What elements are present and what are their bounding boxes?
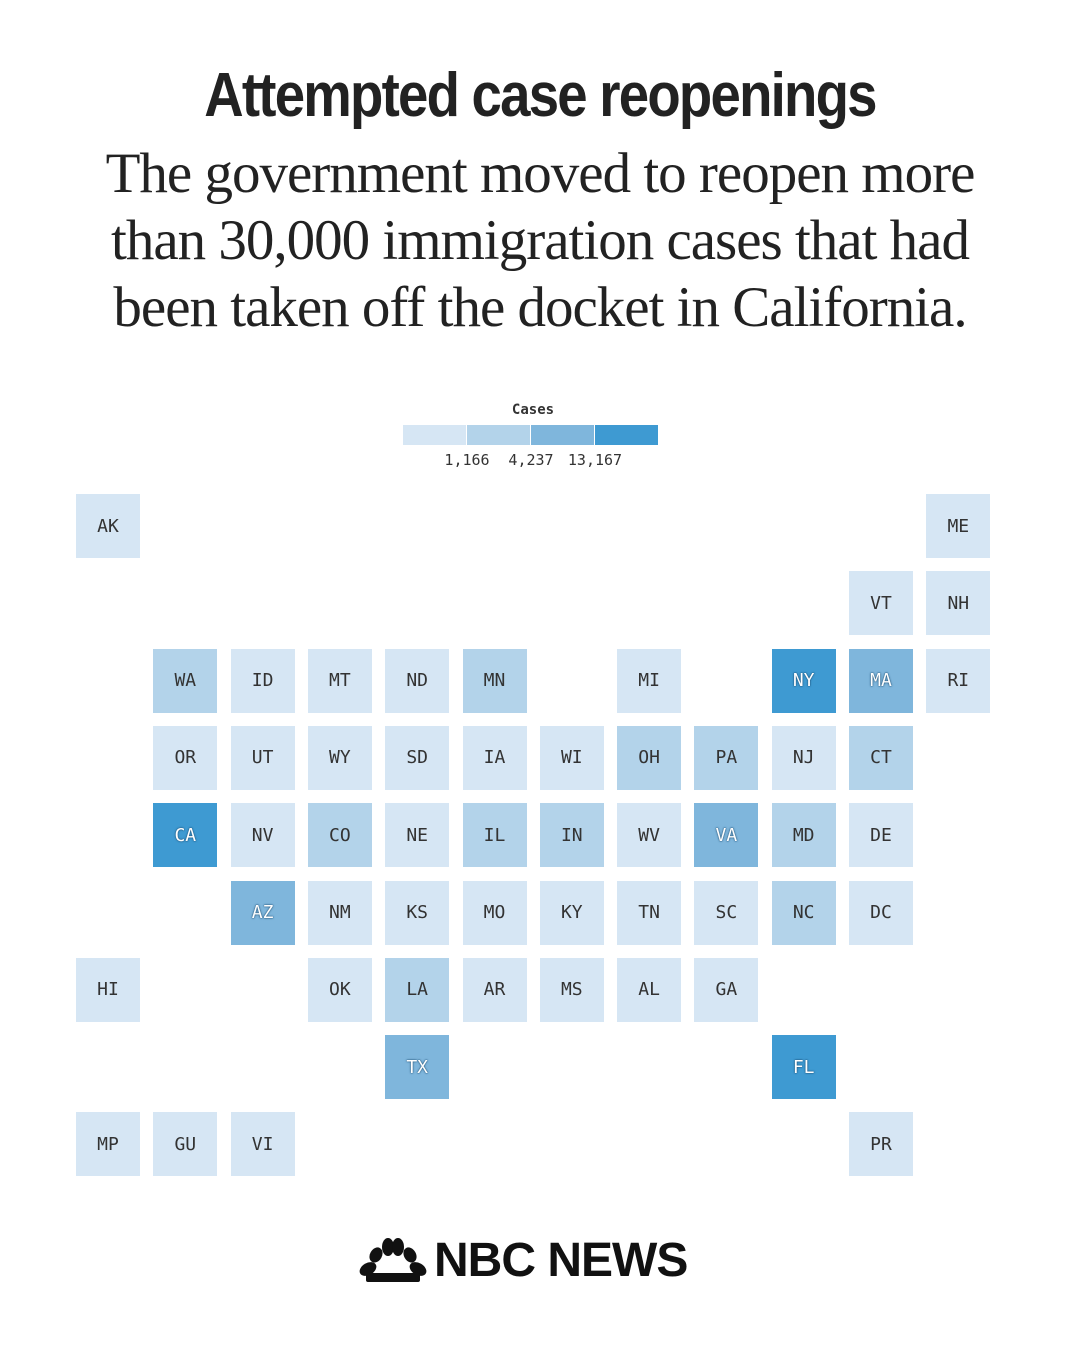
state-tile-nd: ND	[385, 648, 450, 713]
state-tile-wy: WY	[307, 725, 372, 790]
state-tile-la: LA	[385, 957, 450, 1022]
state-tile-ct: CT	[849, 725, 913, 790]
state-tile-vi: VI	[230, 1112, 295, 1177]
state-tile-nh: NH	[926, 571, 991, 636]
state-tile-wa: WA	[153, 648, 218, 713]
state-tile-pr: PR	[849, 1112, 913, 1177]
legend-title: Cases	[511, 402, 555, 418]
state-tile-ms: MS	[539, 957, 604, 1022]
state-tile-vt: VT	[849, 571, 913, 636]
state-tile-wv: WV	[617, 803, 682, 868]
state-tile-fl: FL	[771, 1035, 836, 1100]
legend-bar	[403, 425, 659, 445]
state-tile-ia: IA	[462, 725, 527, 790]
state-tile-ak: AK	[76, 494, 140, 558]
peacock-icon	[359, 1238, 427, 1282]
state-tile-ne: NE	[385, 803, 450, 868]
state-tile-nm: NM	[307, 880, 372, 945]
state-tile-md: MD	[771, 803, 836, 868]
state-tile-ky: KY	[539, 880, 604, 945]
logo-text: NBC NEWS	[434, 1233, 688, 1287]
state-tile-mi: MI	[617, 648, 682, 713]
state-tile-hi: HI	[76, 957, 140, 1022]
legend: Cases 1,166 4,237 13,167	[403, 402, 659, 471]
state-tile-ks: KS	[385, 880, 450, 945]
state-tile-sc: SC	[694, 880, 759, 945]
state-tile-va: VA	[694, 803, 759, 868]
state-tile-nc: NC	[771, 880, 836, 945]
state-tile-sd: SD	[385, 725, 450, 790]
legend-swatch-3	[595, 425, 658, 445]
state-tile-dc: DC	[849, 880, 913, 945]
state-tile-id: ID	[230, 648, 295, 713]
state-tile-ri: RI	[926, 648, 991, 713]
state-tile-az: AZ	[230, 880, 295, 945]
state-tile-al: AL	[617, 957, 682, 1022]
legend-swatch-0	[403, 425, 466, 445]
legend-label-1: 4,237	[508, 451, 554, 469]
legend-swatch-2	[531, 425, 594, 445]
state-tile-de: DE	[849, 803, 913, 868]
state-tile-ny: NY	[771, 648, 836, 713]
state-tile-ar: AR	[462, 957, 527, 1022]
state-tile-tx: TX	[385, 1035, 450, 1100]
state-tile-ga: GA	[694, 957, 759, 1022]
state-tile-or: OR	[153, 725, 218, 790]
state-tile-me: ME	[926, 494, 991, 558]
state-tile-in: IN	[539, 803, 604, 868]
state-tile-ma: MA	[849, 648, 913, 713]
state-tile-gu: GU	[153, 1112, 218, 1177]
legend-label-0: 1,166	[444, 451, 490, 469]
page-subtitle: The government moved to reopen more than…	[105, 142, 976, 339]
nbc-news-logo: NBC NEWS	[358, 1234, 688, 1287]
state-tile-mt: MT	[307, 648, 372, 713]
state-tile-wi: WI	[539, 725, 604, 790]
state-tile-il: IL	[462, 803, 527, 868]
state-tile-tn: TN	[617, 880, 682, 945]
state-tile-mp: MP	[76, 1112, 140, 1177]
state-tile-pa: PA	[694, 725, 759, 790]
page-title: Attempted case reopenings	[204, 61, 877, 130]
state-tile-mo: MO	[462, 880, 527, 945]
state-tile-ca: CA	[153, 803, 218, 868]
state-tile-nv: NV	[230, 803, 295, 868]
legend-labels: 1,166 4,237 13,167	[403, 451, 659, 471]
state-tile-oh: OH	[617, 725, 682, 790]
state-tile-ok: OK	[307, 957, 372, 1022]
state-tile-co: CO	[307, 803, 372, 868]
legend-swatch-1	[467, 425, 530, 445]
state-tile-nj: NJ	[771, 725, 836, 790]
legend-label-2: 13,167	[567, 451, 623, 469]
state-tile-ut: UT	[230, 725, 295, 790]
state-tile-mn: MN	[462, 648, 527, 713]
